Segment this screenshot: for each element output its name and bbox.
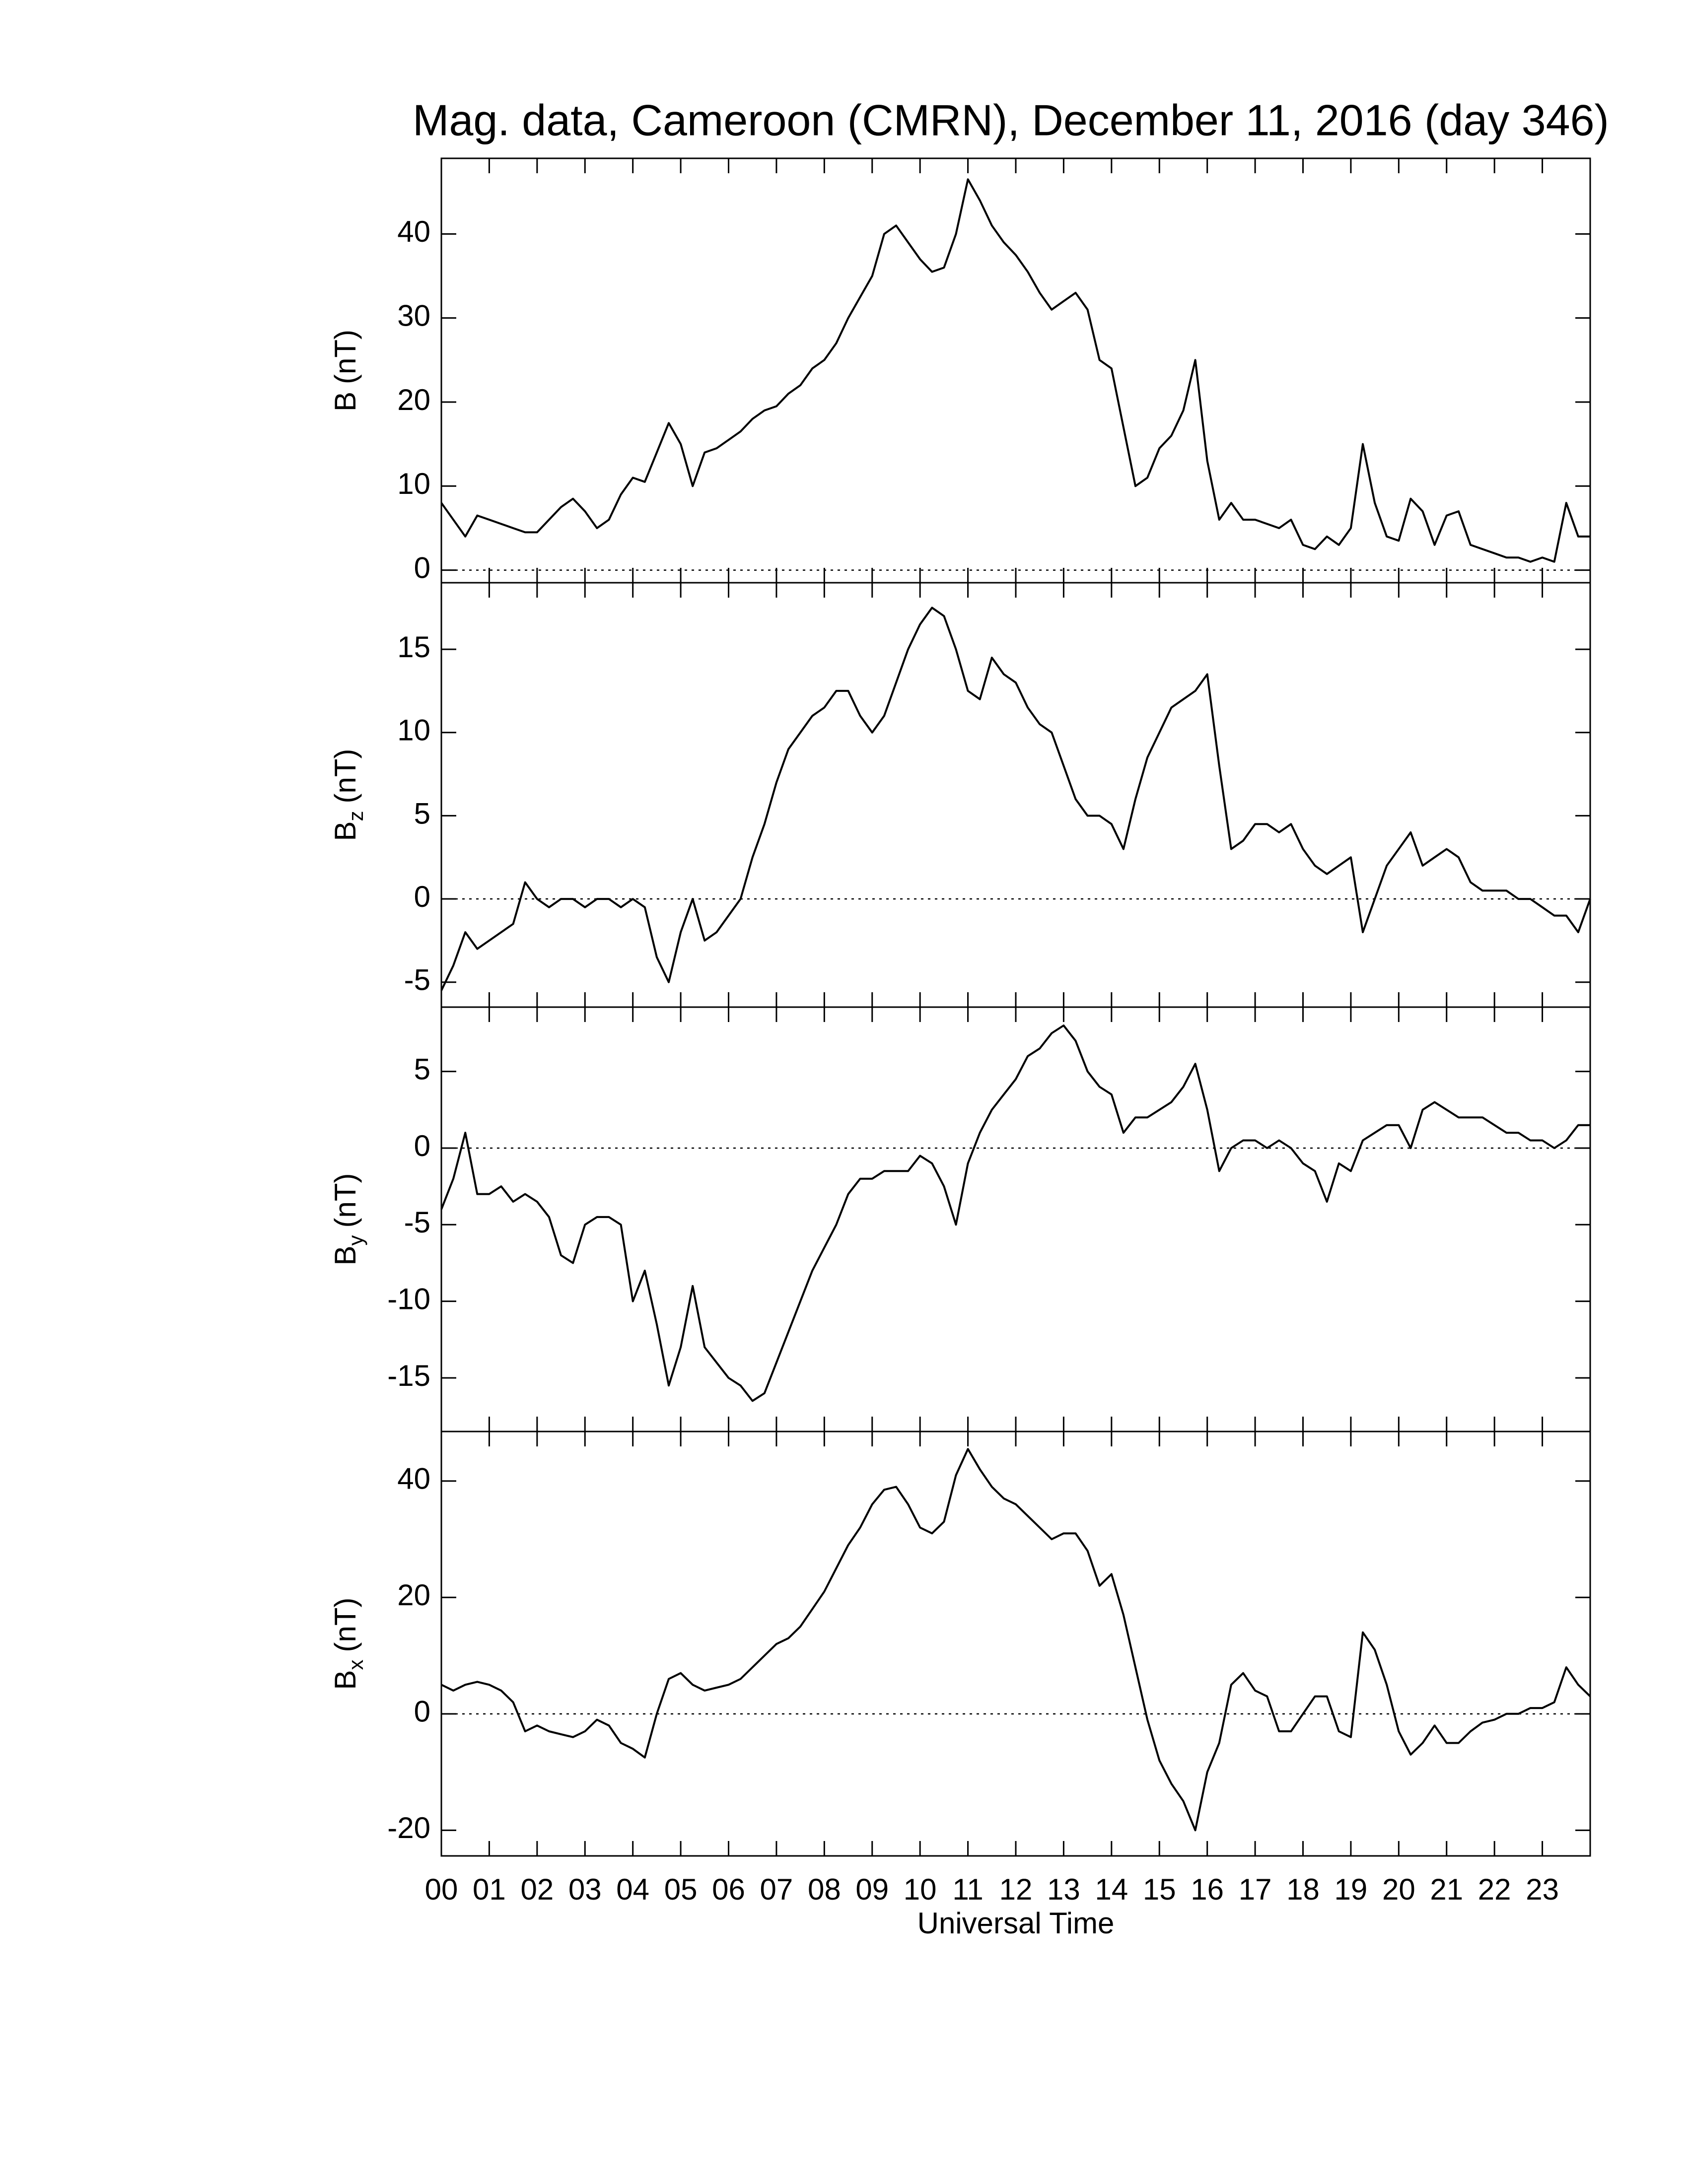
y-axis-label-symbol: B [329,821,362,841]
y-tick-label: 0 [414,1129,430,1162]
y-axis-label-symbol: B [329,1245,362,1265]
x-tick-label: 16 [1191,1873,1224,1906]
x-tick-label: 01 [473,1873,506,1906]
y-tick-label: 20 [397,1578,430,1612]
x-tick-label: 10 [904,1873,937,1906]
y-tick-label: 15 [397,630,430,664]
x-tick-label: 12 [999,1873,1033,1906]
y-tick-label: 0 [414,551,430,584]
data-line [440,178,1590,563]
x-tick-label: 00 [425,1873,458,1906]
y-tick-label: -10 [387,1282,430,1315]
y-tick-label: 5 [414,1052,430,1086]
y-tick-label: 40 [397,1462,430,1496]
y-axis-label: Bx (nT) [329,1597,367,1690]
x-tick-label: 13 [1047,1873,1080,1906]
y-tick-label: 10 [397,467,430,500]
y-tick-label: 5 [414,797,430,830]
y-tick-label: 30 [397,299,430,333]
x-axis-label: Universal Time [917,1907,1115,1940]
y-tick-label: -20 [387,1811,430,1844]
x-tick-label: 03 [568,1873,602,1906]
data-line [440,607,1591,991]
y-axis-label: B (nT) [329,330,362,411]
y-axis-label-unit: (nT) [329,749,362,803]
y-tick-label: -5 [404,1206,430,1239]
y-axis-label: By (nT) [329,1173,367,1265]
y-tick-label: -5 [404,963,430,997]
x-tick-label: 15 [1143,1873,1176,1906]
y-axis-label-unit: (nT) [329,1173,362,1228]
y-tick-label: 40 [397,215,430,248]
chart-title: Mag. data, Cameroon (CMRN), December 11,… [413,95,1609,144]
y-tick-label: 0 [414,880,430,913]
data-line [441,1448,1591,1832]
data-line [440,1024,1590,1402]
y-axis-label-subscript: y [344,1235,367,1245]
plot-frame [440,1431,1591,1857]
y-tick-label: -15 [387,1359,430,1392]
y-axis-label-unit: (nT) [329,1597,362,1652]
y-axis-label: Bz (nT) [329,749,367,841]
x-tick-label: 08 [808,1873,841,1906]
y-axis-label-symbol: B [329,1670,362,1690]
y-axis-label-subscript: x [344,1659,367,1670]
y-axis-label-unit: (nT) [329,330,362,384]
x-tick-label: 17 [1239,1873,1272,1906]
x-tick-label: 18 [1286,1873,1320,1906]
x-tick-label: 02 [520,1873,554,1906]
x-tick-label: 06 [712,1873,745,1906]
x-tick-label: 05 [664,1873,698,1906]
x-tick-label: 23 [1526,1873,1559,1906]
x-tick-label: 20 [1382,1873,1415,1906]
y-tick-label: 20 [397,383,430,416]
y-tick-label: 0 [414,1695,430,1728]
x-tick-label: 21 [1430,1873,1463,1906]
y-axis-label-symbol: B [329,392,362,411]
x-tick-label: 07 [760,1873,793,1906]
x-tick-label: 04 [616,1873,649,1906]
x-tick-label: 19 [1335,1873,1368,1906]
x-tick-label: 11 [952,1873,983,1906]
x-tick-label: 09 [855,1873,889,1906]
y-tick-label: 10 [397,714,430,747]
x-tick-label: 22 [1478,1873,1511,1906]
y-axis-label-subscript: z [344,811,367,821]
x-tick-label: 14 [1095,1873,1128,1906]
